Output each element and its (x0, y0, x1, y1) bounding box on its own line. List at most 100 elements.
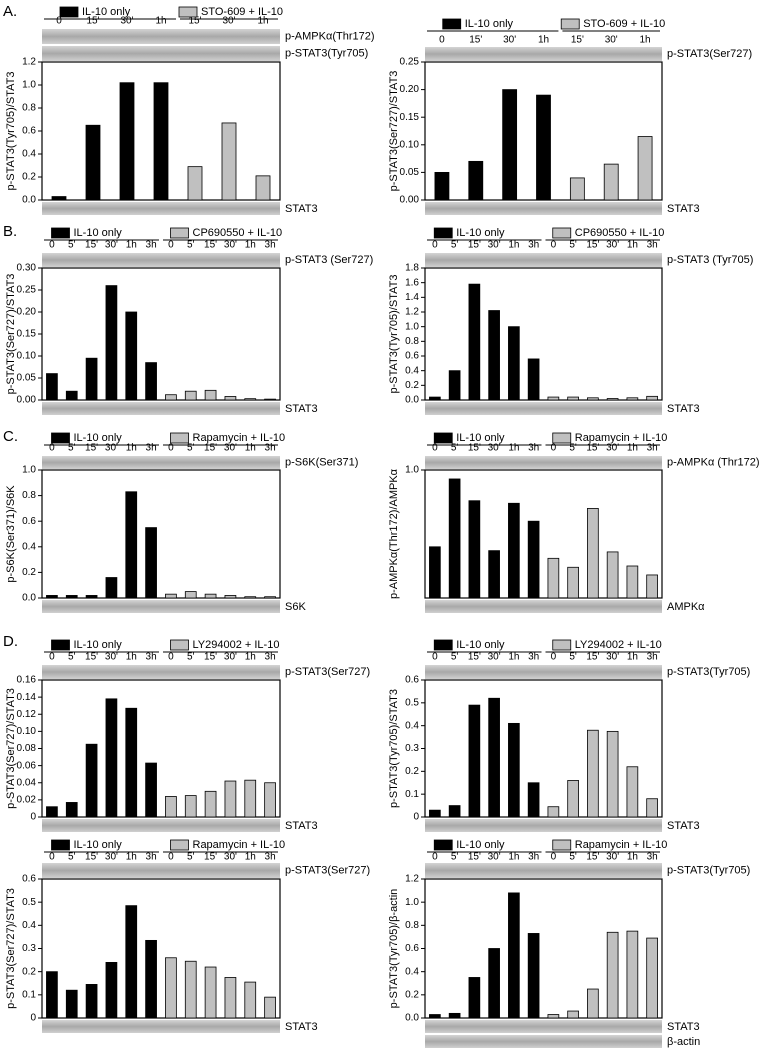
plot-frame (41, 878, 281, 1019)
y-tick-label: 1.0 (405, 897, 419, 908)
bar (646, 798, 658, 818)
bar (46, 806, 58, 818)
y-tick-label: 0.0 (405, 395, 419, 406)
time-label: 5' (451, 443, 459, 454)
time-label: 0 (168, 852, 174, 863)
y-tick-label: 1.4 (405, 292, 419, 303)
y-axis-label: p-STAT3(Tyr705)/STAT3 (388, 275, 400, 394)
blot-image (425, 819, 662, 832)
time-label: 0 (49, 852, 55, 863)
time-label: 3h (647, 852, 658, 863)
blot-label: STAT3 (285, 1021, 318, 1033)
time-label: 5' (187, 443, 195, 454)
bar (105, 285, 118, 401)
y-tick-label: 0.4 (22, 541, 36, 552)
blot-label: STAT3 (667, 203, 700, 215)
legend-label: IL-10 only (465, 18, 514, 30)
time-label: 15' (468, 852, 481, 863)
bar (448, 370, 461, 401)
plot-frame (424, 469, 663, 599)
bar (105, 577, 118, 599)
y-tick-label: 0.6 (405, 351, 419, 362)
bar (569, 177, 585, 201)
time-label: 30' (605, 35, 618, 46)
legend-swatch (552, 432, 572, 444)
bar (46, 971, 58, 1019)
bar (85, 743, 98, 818)
bar (606, 551, 619, 599)
blot-label: p-STAT3(Ser727) (285, 666, 370, 678)
bar (603, 163, 619, 201)
time-label: 0 (551, 652, 557, 663)
legend-swatch (59, 6, 79, 18)
time-label: 30' (224, 443, 237, 454)
time-label: 1h (627, 652, 638, 663)
bar (527, 358, 540, 401)
time-label: 1h (627, 852, 638, 863)
y-tick-label: 0.6 (22, 516, 36, 527)
legend-swatch (433, 839, 453, 851)
time-label: 30' (606, 240, 619, 251)
time-label: 0 (551, 240, 557, 251)
blot-image (42, 46, 280, 61)
legend-label: LY294002 + IL-10 (193, 639, 280, 651)
bar (51, 196, 67, 201)
bar (626, 930, 639, 1019)
blot-image (42, 665, 280, 679)
bar (184, 960, 197, 1019)
panel-label: A. (3, 3, 17, 20)
bar (646, 937, 658, 1019)
time-label: 3h (146, 240, 157, 251)
y-tick-label: 0.20 (17, 307, 37, 318)
y-axis-label: p-STAT3(Tyr705)/β-actin (388, 889, 400, 1009)
time-label: 5' (68, 240, 76, 251)
y-tick-label: 0.4 (22, 149, 36, 160)
time-label: 5' (569, 240, 577, 251)
bar (434, 171, 450, 201)
y-tick-label: 0.5 (405, 697, 419, 708)
time-label: 3h (528, 852, 539, 863)
time-label: 1h (126, 443, 137, 454)
y-tick-label: 0.16 (17, 675, 37, 686)
time-label: 0 (168, 652, 174, 663)
time-label: 3h (528, 443, 539, 454)
time-label: 0 (168, 240, 174, 251)
plot-frame (41, 469, 281, 599)
blot-image (425, 402, 662, 415)
legend-label: CP690550 + IL-10 (575, 227, 665, 239)
blot-label: STAT3 (667, 820, 700, 832)
time-label: 5' (451, 240, 459, 251)
time-label: 15' (571, 35, 584, 46)
panel-label: B. (3, 223, 17, 240)
bar (145, 939, 157, 1019)
y-tick-label: 0.12 (17, 709, 37, 720)
y-tick-label: 0.00 (17, 395, 37, 406)
blot-label: p-AMPKα(Thr172) (285, 30, 375, 42)
legend-swatch (552, 839, 572, 851)
y-tick-label: 0.0 (405, 1013, 419, 1024)
time-label: 3h (146, 443, 157, 454)
bar (429, 1014, 441, 1019)
bar (224, 396, 237, 401)
time-label: 30' (105, 852, 118, 863)
time-label: 30' (606, 652, 619, 663)
bar (244, 981, 257, 1019)
time-label: 0 (439, 35, 445, 46)
bar (468, 283, 481, 401)
bar (626, 397, 639, 401)
bar (65, 802, 78, 818)
legend-label: CP690550 + IL-10 (193, 227, 283, 239)
blot-image (425, 665, 662, 679)
time-label: 5' (451, 652, 459, 663)
time-label: 15' (204, 652, 217, 663)
time-label: 15' (586, 443, 599, 454)
y-axis-label: p-AMPKα(Thr172)/AMPKα (388, 468, 400, 599)
y-tick-label: 0.2 (405, 766, 419, 777)
bar (244, 779, 257, 818)
bar (65, 390, 78, 401)
bar (448, 1012, 461, 1019)
bar (587, 397, 599, 401)
y-axis-label: p-STAT3(Ser727)/STAT3 (5, 888, 17, 1009)
blot-image (42, 863, 280, 878)
time-label: 5' (68, 443, 76, 454)
